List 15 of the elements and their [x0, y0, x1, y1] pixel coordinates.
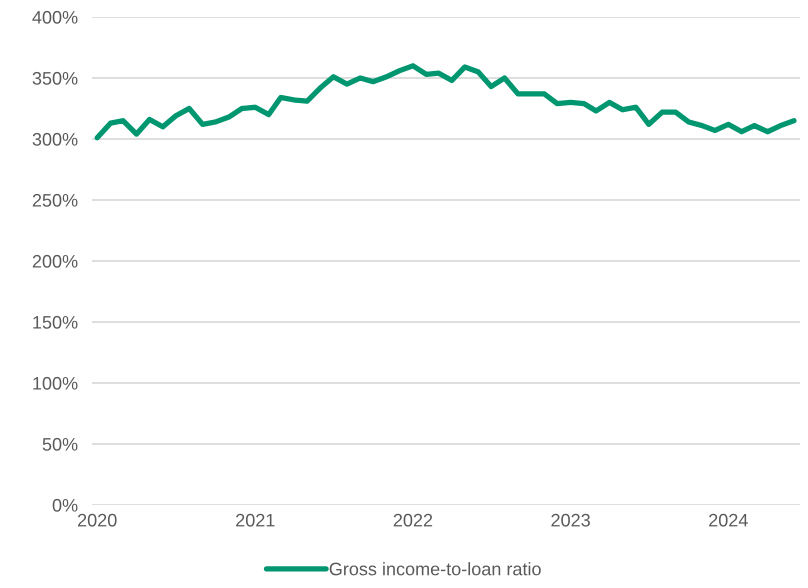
- y-tick-label: 100%: [33, 376, 78, 390]
- legend-label: Gross income-to-loan ratio: [330, 562, 541, 576]
- x-tick-label: 2024: [709, 514, 748, 527]
- x-tick-label: 2022: [394, 514, 432, 527]
- y-tick-label: 0%: [52, 498, 78, 512]
- y-tick-label: 250%: [32, 194, 78, 207]
- y-tick-label: 150%: [33, 316, 78, 329]
- y-tick-label: 300%: [32, 132, 78, 146]
- y-tick-label: 350%: [32, 72, 78, 85]
- x-tick-label: 2023: [551, 514, 590, 527]
- x-tick-label: 2021: [236, 514, 274, 527]
- y-tick-label: 200%: [32, 254, 78, 268]
- y-tick-label: 50%: [42, 438, 78, 451]
- y-tick-label: 400%: [32, 10, 78, 24]
- x-tick-label: 2020: [78, 514, 117, 527]
